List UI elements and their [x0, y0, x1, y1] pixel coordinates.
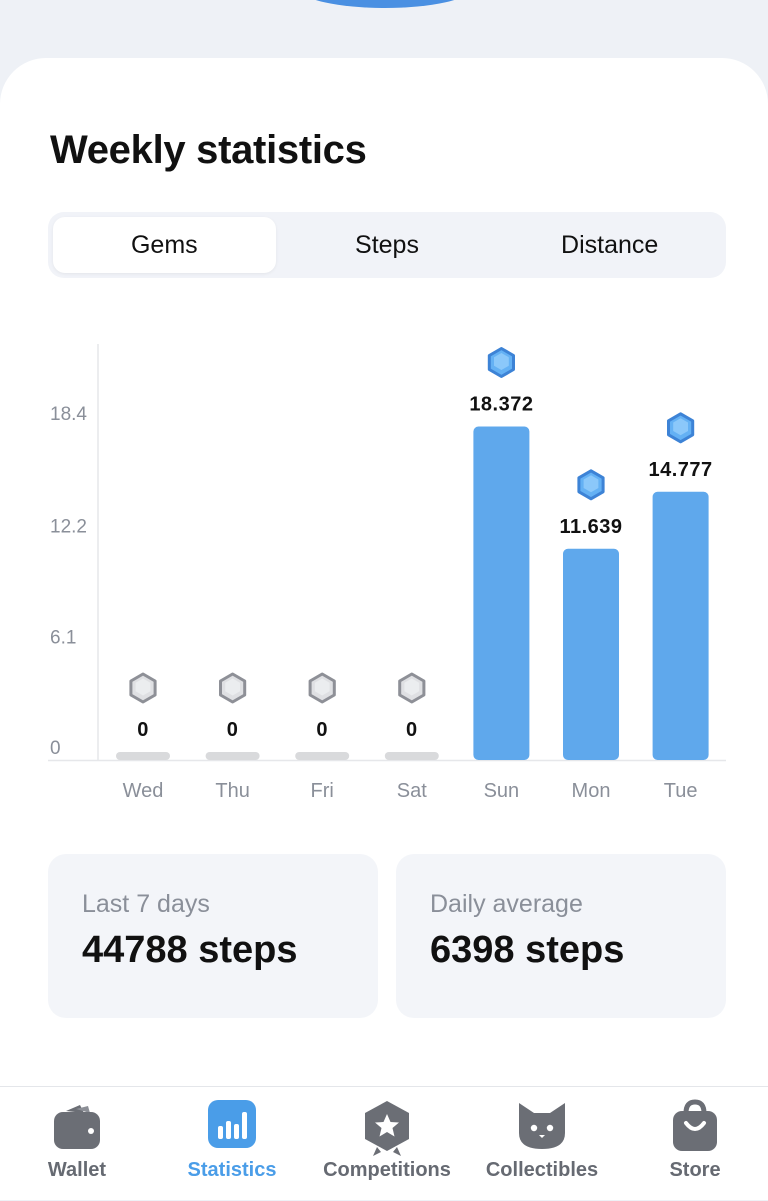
- competitions-icon: [365, 1101, 409, 1156]
- bar-mon: [563, 548, 619, 760]
- value-label-wed: 0: [137, 719, 149, 741]
- bar-tue: [652, 491, 709, 760]
- nav-item-statistics[interactable]: Statistics: [157, 1087, 307, 1201]
- x-tick-label-sun: Sun: [484, 780, 520, 802]
- nav-label-store: Store: [669, 1159, 721, 1181]
- x-tick-label-tue: Tue: [664, 780, 698, 802]
- tab-gems[interactable]: Gems: [53, 217, 276, 273]
- bar-sun: [473, 426, 530, 760]
- x-tick-label-thu: Thu: [215, 780, 249, 802]
- value-label-sun: 18.372: [469, 394, 533, 416]
- value-label-tue: 14.777: [649, 459, 713, 481]
- nav-item-store[interactable]: Store: [620, 1087, 768, 1201]
- gem-icon-facet: [404, 678, 420, 696]
- value-label-mon: 11.639: [559, 516, 622, 538]
- last-7-days-label: Last 7 days: [82, 890, 210, 918]
- tab-distance[interactable]: Distance: [561, 230, 659, 259]
- bottom-navigation: Wallet Statistics Competitions Collectib…: [0, 1086, 768, 1200]
- y-tick-label: 12.2: [50, 517, 87, 538]
- nav-label-collectibles: Collectibles: [485, 1159, 599, 1181]
- nav-item-collectibles[interactable]: Collectibles: [467, 1087, 617, 1201]
- last-7-days-card: Last 7 days 44788 steps: [48, 854, 378, 1018]
- daily-average-card: Daily average 6398 steps: [396, 854, 726, 1018]
- gem-icon-facet: [225, 678, 240, 696]
- gem-icon-facet: [494, 353, 509, 370]
- statistics-icon: [208, 1100, 256, 1148]
- gem-icon-facet: [314, 678, 330, 696]
- collectibles-icon: [519, 1103, 565, 1149]
- wallet-icon: [54, 1105, 100, 1149]
- gem-icon-facet: [583, 475, 599, 493]
- bar-sat: [384, 752, 439, 760]
- nav-label-statistics: Statistics: [187, 1159, 277, 1181]
- gem-icon-facet: [673, 418, 688, 436]
- store-icon: [673, 1099, 717, 1151]
- tab-steps[interactable]: Steps: [355, 230, 419, 259]
- y-tick-label: 6.1: [50, 627, 76, 648]
- bar-thu: [205, 752, 260, 760]
- x-tick-label-mon: Mon: [572, 780, 611, 802]
- nav-label-competitions: Competitions: [323, 1159, 451, 1181]
- page-title: Weekly statistics: [50, 128, 367, 172]
- y-tick-label: 0: [50, 738, 61, 759]
- y-tick-label: 18.4: [50, 404, 87, 425]
- value-label-thu: 0: [227, 719, 239, 741]
- x-tick-label-wed: Wed: [123, 780, 164, 802]
- x-tick-label-fri: Fri: [311, 780, 334, 802]
- bar-fri: [295, 752, 350, 760]
- last-7-days-value: 44788 steps: [82, 929, 298, 971]
- value-label-sat: 0: [406, 719, 418, 741]
- gem-icon-facet: [135, 678, 151, 696]
- bar-wed: [116, 752, 170, 760]
- daily-average-value: 6398 steps: [430, 929, 625, 971]
- nav-item-competitions[interactable]: Competitions: [312, 1087, 462, 1201]
- header-arc-decoration: [300, 0, 470, 8]
- daily-average-label: Daily average: [430, 890, 583, 918]
- weekly-gems-chart: 0 6.1 12.2 18.4 0 Wed 0 Thu 0 Fri 0 Sat 18.372 Sun 11.…: [48, 344, 726, 802]
- stat-type-tabs: Gems Steps Distance: [48, 212, 726, 278]
- value-label-fri: 0: [316, 719, 328, 741]
- nav-item-wallet[interactable]: Wallet: [2, 1087, 152, 1201]
- x-tick-label-sat: Sat: [397, 780, 427, 802]
- nav-label-wallet: Wallet: [47, 1159, 107, 1181]
